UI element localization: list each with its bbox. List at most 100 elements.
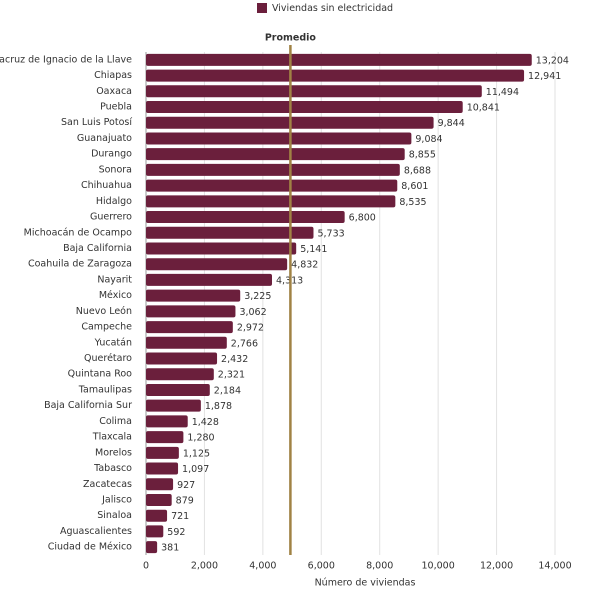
- legend-label: Viviendas sin electricidad: [272, 3, 393, 14]
- value-label: 6,800: [349, 213, 376, 224]
- y-tick-label: Puebla: [100, 102, 132, 113]
- x-tick-label: 14,000: [538, 561, 571, 572]
- y-tick-label: Baja California Sur: [44, 400, 132, 411]
- x-axis-label: Número de viviendas: [315, 578, 416, 589]
- y-tick-label: Jalisco: [101, 494, 132, 505]
- bar: [146, 179, 398, 192]
- bar: [146, 462, 179, 475]
- y-tick-label: Quintana Roo: [68, 369, 133, 380]
- bar: [146, 53, 532, 66]
- value-label: 1,878: [205, 401, 232, 412]
- y-tick-label: Guerrero: [90, 212, 132, 223]
- y-tick-label: Hidalgo: [96, 196, 132, 207]
- bar: [146, 446, 179, 459]
- value-label: 2,321: [218, 370, 245, 381]
- y-tick-label: Morelos: [95, 447, 132, 458]
- bar: [146, 305, 236, 318]
- value-label: 879: [176, 495, 194, 506]
- y-tick-label: Zacatecas: [83, 479, 132, 490]
- value-label: 381: [161, 543, 179, 554]
- y-tick-label: Chiapas: [94, 70, 132, 81]
- y-tick-label: Aguascalientes: [60, 526, 132, 537]
- y-tick-label: Colima: [99, 416, 132, 427]
- bar: [146, 493, 172, 506]
- bar: [146, 242, 297, 255]
- x-tick-label: 12,000: [480, 561, 513, 572]
- bar: [146, 163, 400, 176]
- y-tick-label: Querétaro: [84, 353, 132, 364]
- y-tick-label: Campeche: [81, 322, 132, 333]
- bar: [146, 148, 405, 161]
- x-tick-label: 6,000: [308, 561, 335, 572]
- y-tick-label: Veracruz de Ignacio de la Llave: [0, 54, 132, 65]
- y-tick-label: Yucatán: [94, 337, 132, 348]
- value-label: 8,535: [399, 197, 426, 208]
- y-tick-label: Durango: [91, 149, 132, 160]
- bar: [146, 211, 345, 224]
- x-tick-label: 10,000: [422, 561, 455, 572]
- bar: [146, 399, 201, 412]
- x-tick-label: 2,000: [191, 561, 218, 572]
- value-label: 5,141: [300, 244, 327, 255]
- bar: [146, 101, 463, 114]
- y-tick-label: Tabasco: [93, 463, 132, 474]
- y-tick-label: Tamaulipas: [78, 384, 132, 395]
- y-tick-label: Guanajuato: [77, 133, 132, 144]
- bar: [146, 273, 273, 286]
- value-label: 9,844: [438, 118, 465, 129]
- value-label: 4,832: [291, 260, 318, 271]
- average-label: Promedio: [265, 33, 317, 44]
- bar: [146, 85, 482, 98]
- y-tick-label: Sinaloa: [97, 510, 132, 521]
- x-tick-label: 8,000: [366, 561, 393, 572]
- y-tick-label: Baja California: [63, 243, 132, 254]
- value-label: 2,972: [237, 323, 264, 334]
- bar: [146, 368, 214, 381]
- bar: [146, 195, 396, 208]
- value-label: 10,841: [467, 103, 500, 114]
- value-label: 1,428: [192, 417, 219, 428]
- value-label: 1,097: [182, 464, 209, 475]
- bar: [146, 226, 314, 239]
- value-label: 5,733: [317, 228, 344, 239]
- bar: [146, 336, 227, 349]
- y-tick-label: Coahuila de Zaragoza: [28, 259, 132, 270]
- y-tick-label: Ciudad de México: [48, 542, 132, 553]
- bar: [146, 525, 164, 538]
- value-label: 3,062: [239, 307, 266, 318]
- value-label: 1,125: [183, 448, 210, 459]
- value-label: 12,941: [528, 71, 561, 82]
- y-tick-label: Chihuahua: [81, 180, 132, 191]
- value-label: 9,084: [415, 134, 442, 145]
- bar: [146, 415, 188, 428]
- bar: [146, 478, 174, 491]
- value-label: 592: [167, 527, 185, 538]
- bar: [146, 431, 184, 444]
- x-tick-label: 4,000: [249, 561, 276, 572]
- bar: [146, 541, 158, 554]
- value-label: 1,280: [187, 433, 214, 444]
- y-tick-label: Nayarit: [97, 274, 132, 285]
- legend-swatch: [257, 3, 267, 13]
- bar: [146, 509, 168, 522]
- value-label: 2,766: [231, 338, 258, 349]
- value-label: 13,204: [536, 55, 569, 66]
- bar: [146, 352, 218, 365]
- value-label: 8,601: [401, 181, 428, 192]
- value-label: 721: [171, 511, 189, 522]
- bar: [146, 132, 412, 145]
- value-label: 8,855: [409, 150, 436, 161]
- value-label: 2,432: [221, 354, 248, 365]
- bar: [146, 321, 233, 334]
- bar: [146, 289, 241, 302]
- value-label: 8,688: [404, 165, 431, 176]
- value-label: 11,494: [486, 87, 519, 98]
- y-tick-label: Sonora: [99, 164, 132, 175]
- y-tick-label: Nuevo León: [76, 306, 132, 317]
- value-label: 3,225: [244, 291, 271, 302]
- value-label: 927: [177, 480, 195, 491]
- x-tick-label: 0: [143, 561, 149, 572]
- y-tick-label: Michoacán de Ocampo: [24, 227, 133, 238]
- y-tick-label: Tlaxcala: [92, 432, 132, 443]
